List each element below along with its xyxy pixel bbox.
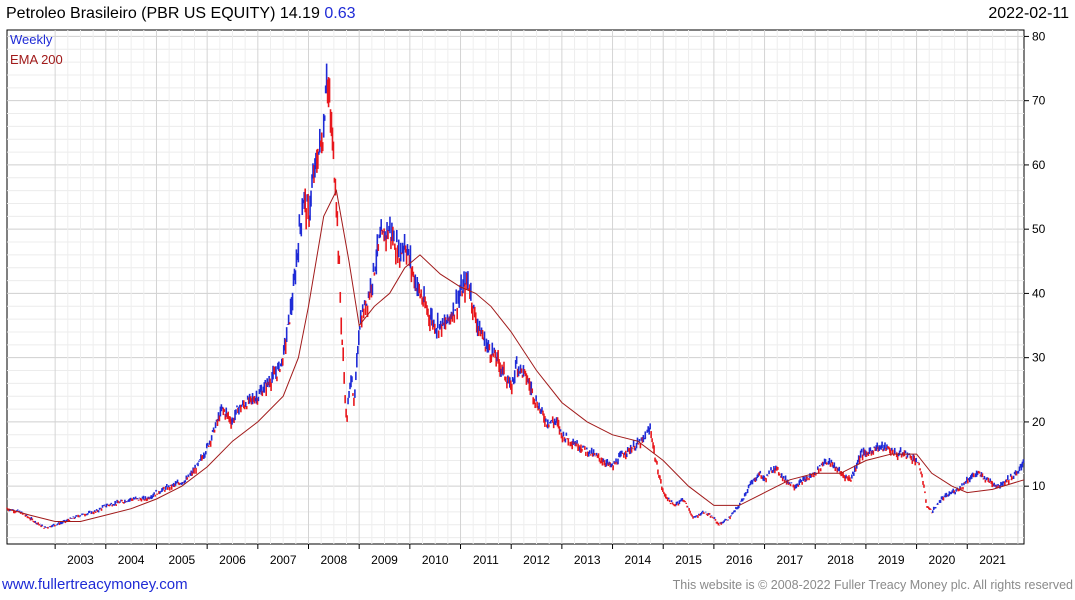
x-tick-label: 2010 bbox=[422, 553, 449, 567]
x-tick-label: 2017 bbox=[777, 553, 804, 567]
copyright-notice: This website is © 2008-2022 Fuller Treac… bbox=[672, 578, 1073, 592]
y-tick-label: 20 bbox=[1032, 415, 1046, 429]
ema-200-line bbox=[6, 189, 1025, 522]
x-tick-label: 2006 bbox=[219, 553, 246, 567]
x-tick-label: 2019 bbox=[878, 553, 905, 567]
x-tick-label: 2012 bbox=[523, 553, 550, 567]
price-change: 0.63 bbox=[324, 5, 356, 22]
x-tick-label: 2008 bbox=[320, 553, 347, 567]
site-link[interactable]: www.fullertreacymoney.com bbox=[2, 576, 188, 593]
y-tick-label: 40 bbox=[1032, 286, 1046, 300]
x-tick-label: 2021 bbox=[979, 553, 1006, 567]
x-tick-label: 2011 bbox=[473, 553, 499, 567]
x-tick-label: 2020 bbox=[929, 553, 956, 567]
security-name: Petroleo Brasileiro (PBR US EQUITY) bbox=[6, 5, 276, 22]
price-bars bbox=[6, 63, 1025, 529]
y-tick-label: 70 bbox=[1032, 94, 1046, 108]
x-tick-label: 2013 bbox=[574, 553, 601, 567]
x-tick-label: 2003 bbox=[67, 553, 94, 567]
x-tick-label: 2004 bbox=[118, 553, 145, 567]
legend-weekly: Weekly bbox=[10, 32, 53, 47]
x-tick-label: 2009 bbox=[371, 553, 398, 567]
x-tick-label: 2016 bbox=[726, 553, 753, 567]
gridlines bbox=[7, 30, 1024, 544]
y-tick-label: 50 bbox=[1032, 222, 1046, 236]
last-price: 14.19 bbox=[279, 5, 320, 22]
x-tick-label: 2014 bbox=[625, 553, 652, 567]
y-tick-label: 80 bbox=[1032, 29, 1046, 43]
chart-title: Petroleo Brasileiro (PBR US EQUITY) 14.1… bbox=[6, 5, 356, 23]
x-tick-label: 2005 bbox=[168, 553, 195, 567]
x-tick-label: 2007 bbox=[270, 553, 297, 567]
y-tick-label: 60 bbox=[1032, 158, 1046, 172]
axis-ticks: 10 20 30 40 50 60 70 80 2003 2004 2005 2006 2007 2008… bbox=[54, 29, 1046, 567]
chart-date: 2022-02-11 bbox=[988, 5, 1069, 22]
plot-frame bbox=[6, 29, 1025, 545]
y-tick-label: 10 bbox=[1032, 479, 1046, 493]
x-tick-label: 2015 bbox=[675, 553, 702, 567]
y-tick-label: 30 bbox=[1032, 351, 1046, 365]
x-tick-label: 2018 bbox=[827, 553, 854, 567]
legend-ema: EMA 200 bbox=[10, 52, 63, 67]
